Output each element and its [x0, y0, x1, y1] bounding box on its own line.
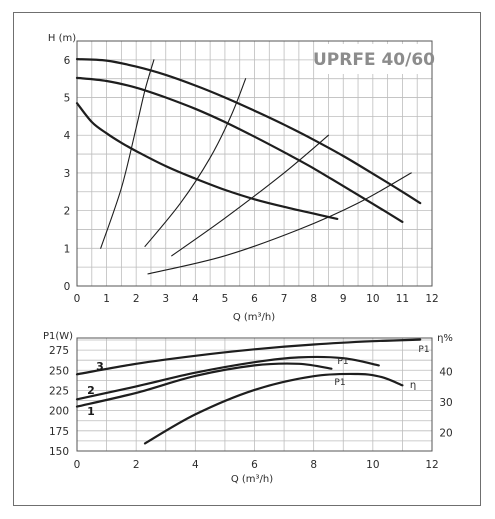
chart-title: UPRFE 40/60	[313, 50, 435, 70]
bottom-x-tick-label: 4	[192, 459, 199, 471]
bottom-y-tick-label: 250	[49, 365, 69, 377]
top-x-tick-label: 3	[162, 293, 169, 305]
bottom-plot-border	[76, 337, 433, 452]
top-x-tick-label: 4	[192, 293, 199, 305]
top-y-axis-label: H (m)	[48, 33, 76, 44]
top-x-tick-label: 2	[133, 293, 140, 305]
top-x-tick-label: 10	[366, 293, 379, 305]
top-x-tick-label: 5	[222, 293, 229, 305]
bottom-curve-label: P1	[418, 345, 429, 355]
top-y-tick-label: 1	[64, 243, 71, 255]
top-x-tick-label: 8	[310, 293, 317, 305]
top-curve-4	[100, 59, 155, 249]
bottom-curve-label: 3	[96, 360, 104, 373]
bottom-x-tick-label: 10	[366, 459, 379, 471]
bottom-curve-label: P1	[337, 357, 348, 367]
bottom-x-tick-label: 12	[425, 459, 438, 471]
bottom-x-tick-label: 6	[251, 459, 258, 471]
top-x-tick-label: 9	[340, 293, 347, 305]
bottom-y-tick-label: 150	[49, 446, 69, 458]
bottom-x-tick-label: 0	[74, 459, 81, 471]
bottom-curve-label: 2	[87, 384, 95, 397]
top-curve-1	[75, 58, 422, 205]
top-plot-border	[76, 40, 433, 287]
bottom-curve-3	[75, 362, 333, 408]
bottom-curve-label: P1	[334, 378, 345, 388]
top-y-tick-label: 0	[64, 281, 71, 293]
bottom-y-tick-label: 175	[49, 426, 69, 438]
bottom-y-tick-label: 225	[49, 385, 69, 397]
top-curve-5	[144, 78, 247, 247]
bottom-x-axis-label: Q (m³/h)	[231, 474, 273, 485]
bottom-y-tick-label: 200	[49, 406, 69, 418]
top-x-tick-label: 0	[74, 293, 81, 305]
top-x-tick-label: 1	[103, 293, 110, 305]
bottom-y2-tick-label: 40	[439, 367, 452, 379]
bottom-y-axis-label: P1(W)	[43, 331, 73, 342]
top-y-tick-label: 3	[64, 168, 71, 180]
bottom-y2-tick-label: 20	[439, 428, 452, 440]
top-y-tick-label: 4	[64, 130, 71, 142]
top-curve-3	[75, 102, 339, 220]
top-x-tick-label: 6	[251, 293, 258, 305]
top-curve-6	[171, 134, 330, 257]
bottom-x-tick-label: 8	[310, 459, 317, 471]
title-background	[318, 44, 431, 74]
top-y-tick-label: 6	[64, 55, 71, 67]
bottom-curve-4	[143, 372, 404, 445]
bottom-curve-1	[75, 338, 422, 376]
bottom-curve-2	[75, 355, 380, 401]
top-x-tick-label: 12	[425, 293, 438, 305]
top-curve-7	[147, 172, 412, 275]
chart-frame	[13, 12, 481, 506]
top-x-axis-label: Q (m³/h)	[233, 312, 275, 323]
bottom-curve-label: η	[410, 380, 416, 391]
bottom-y2-axis-label: η%	[437, 333, 453, 344]
bottom-y2-tick-label: 30	[439, 397, 452, 409]
bottom-y-tick-label: 275	[49, 345, 69, 357]
top-x-tick-label: 11	[396, 293, 409, 305]
top-y-tick-label: 2	[64, 206, 71, 218]
bottom-curve-label: 1	[87, 405, 95, 418]
top-curve-2	[75, 76, 404, 223]
top-y-tick-label: 5	[64, 93, 71, 105]
bottom-x-tick-label: 2	[133, 459, 140, 471]
top-x-tick-label: 7	[281, 293, 288, 305]
